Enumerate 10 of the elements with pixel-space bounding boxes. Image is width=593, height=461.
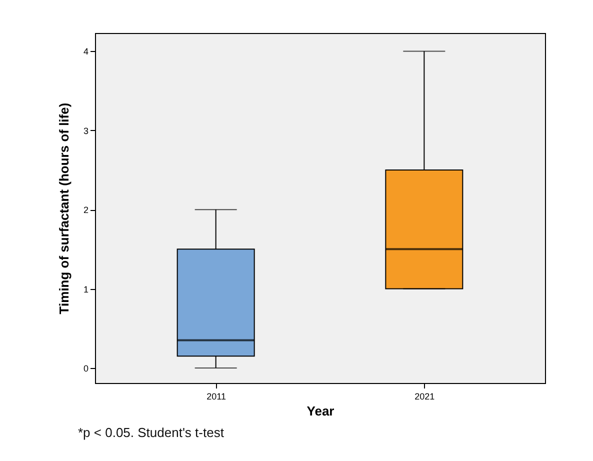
y-tick-label: 3 bbox=[83, 126, 88, 136]
y-tick-label: 1 bbox=[83, 284, 88, 294]
text: *p < 0.05. Student's t-test bbox=[78, 425, 224, 440]
x-tick-label: 2011 bbox=[206, 392, 226, 402]
y-tick-label: 2 bbox=[83, 205, 88, 216]
y-tick-label: 4 bbox=[83, 46, 88, 57]
y-axis-title: Timing of surfactant (hours of life) bbox=[56, 102, 72, 314]
y-tick-label: 0 bbox=[83, 363, 88, 374]
x-axis-title: Year bbox=[306, 404, 334, 418]
x-tick-label: 2021 bbox=[414, 392, 435, 402]
